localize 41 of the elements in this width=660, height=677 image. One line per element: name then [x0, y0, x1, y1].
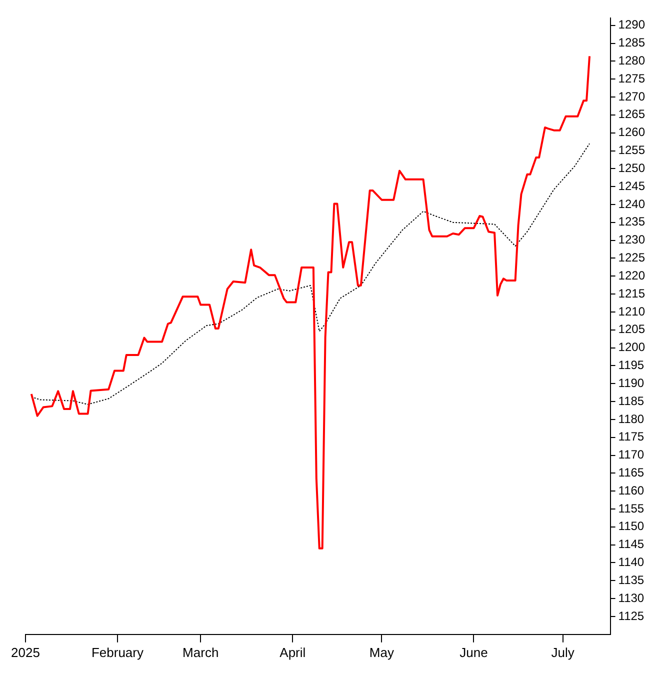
y-tick-label: 1240 — [618, 196, 646, 211]
y-tick-label: 1255 — [618, 143, 646, 158]
x-tick-label: February — [91, 644, 144, 660]
y-tick-label: 1270 — [618, 89, 646, 104]
y-tick-label: 1190 — [618, 376, 644, 390]
y-tick-label: 1290 — [618, 18, 646, 32]
y-tick-label: 1250 — [618, 160, 646, 175]
y-tick-label: 1135 — [618, 572, 644, 587]
y-tick-label: 1200 — [618, 340, 646, 354]
y-tick-label: 1225 — [618, 250, 646, 265]
y-tick-label: 1235 — [618, 214, 646, 229]
y-tick-label: 1215 — [618, 286, 646, 300]
y-tick-label: 1140 — [618, 555, 644, 570]
y-tick-label: 1145 — [618, 537, 644, 552]
y-tick-label: 1165 — [618, 465, 644, 480]
y-tick-label: 1245 — [618, 178, 646, 193]
y-tick-label: 1205 — [618, 322, 646, 336]
x-tick-label: June — [460, 644, 488, 660]
y-tick-label: 1195 — [618, 358, 644, 372]
x-tick-label: April — [280, 644, 306, 660]
y-tick-label: 1230 — [618, 232, 646, 247]
y-tick-label: 1130 — [618, 590, 644, 605]
y-tick-label: 1180 — [618, 412, 644, 426]
y-tick-label: 1210 — [618, 304, 646, 318]
y-tick-label: 1125 — [618, 608, 644, 623]
y-tick-label: 1160 — [618, 483, 644, 498]
x-tick-label: March — [182, 644, 219, 660]
y-tick-label: 1185 — [618, 394, 644, 408]
y-tick-label: 1170 — [618, 448, 644, 462]
x-tick-label: July — [551, 644, 575, 660]
y-tick-label: 1220 — [618, 268, 646, 282]
y-tick-label: 1280 — [618, 54, 646, 68]
y-tick-label: 1150 — [618, 519, 644, 534]
y-tick-label: 1175 — [618, 430, 644, 444]
x-tick-label: May — [369, 644, 394, 660]
x-tick-label: 2025 — [11, 644, 40, 660]
y-tick-label: 1260 — [618, 125, 646, 140]
y-tick-label: 1285 — [618, 36, 646, 50]
y-tick-label: 1155 — [618, 501, 644, 516]
y-tick-label: 1265 — [618, 107, 646, 122]
y-tick-label: 1275 — [618, 71, 646, 86]
